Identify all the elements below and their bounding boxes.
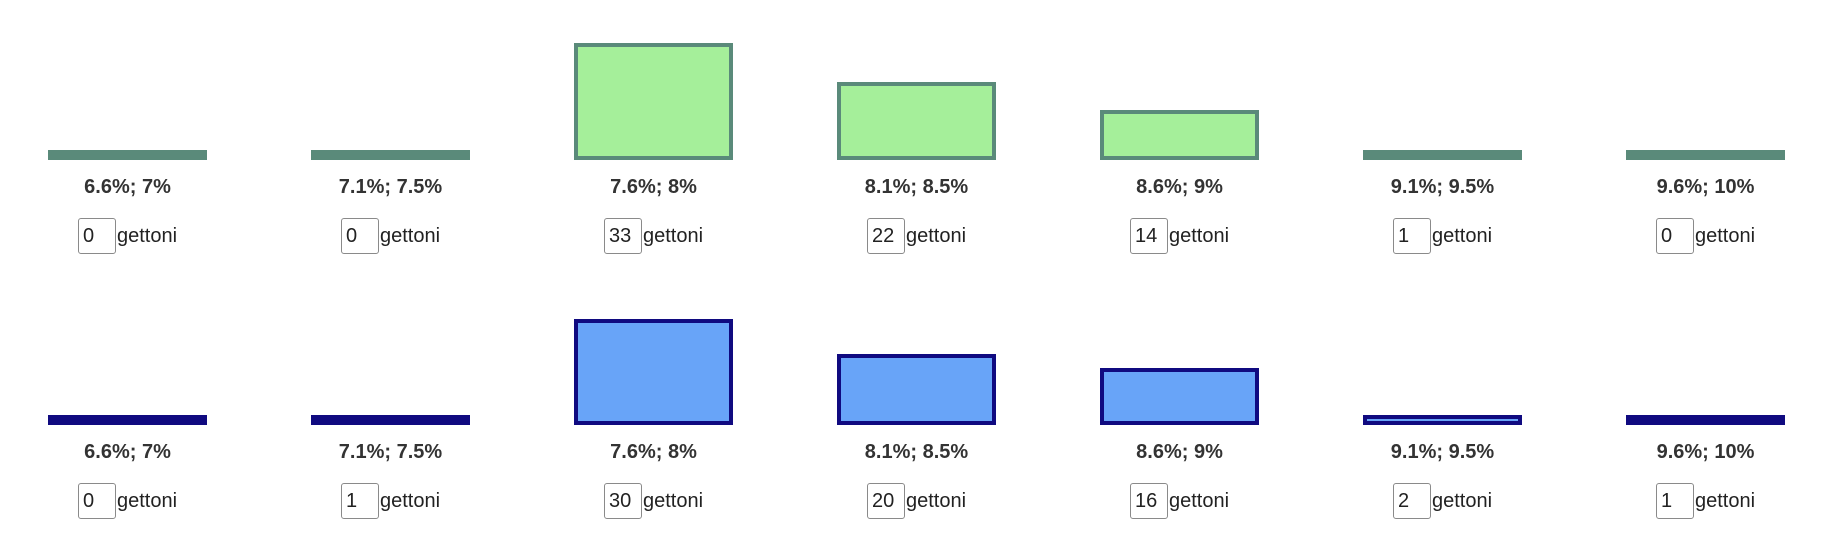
bin-range-label: 7.1%; 7.5% — [338, 441, 443, 463]
token-entry: gettoni — [604, 218, 744, 254]
histogram-bar — [574, 319, 733, 425]
token-unit-label: gettoni — [906, 224, 967, 247]
token-entry: gettoni — [341, 218, 481, 254]
token-unit-label: gettoni — [380, 224, 441, 247]
token-entry: gettoni — [78, 483, 218, 519]
token-count-input[interactable] — [1393, 483, 1431, 519]
token-count-input[interactable] — [1130, 218, 1168, 254]
bin-range-label: 9.6%; 10% — [1656, 176, 1755, 198]
token-entry: gettoni — [1130, 483, 1270, 519]
token-unit-label: gettoni — [1432, 224, 1493, 247]
token-entry: gettoni — [1393, 218, 1533, 254]
token-entry: gettoni — [1656, 483, 1796, 519]
bin-range-label: 7.6%; 8% — [610, 176, 697, 198]
bin-column: 6.6%; 7% gettoni — [48, 0, 207, 254]
bin-column: 8.1%; 8.5% gettoni — [837, 0, 996, 254]
token-entry: gettoni — [867, 483, 1007, 519]
token-unit-label: gettoni — [1695, 489, 1756, 512]
bin-column: 9.6%; 10% gettoni — [1626, 0, 1785, 254]
bin-column: 9.6%; 10% gettoni — [1626, 265, 1785, 519]
histogram-bar — [574, 43, 733, 160]
bin-range-label: 8.6%; 9% — [1136, 441, 1223, 463]
bin-column: 7.6%; 8% gettoni — [574, 265, 733, 519]
token-count-input[interactable] — [1656, 483, 1694, 519]
token-entry: gettoni — [1130, 218, 1270, 254]
token-entry: gettoni — [1656, 218, 1796, 254]
histogram-bar — [1626, 415, 1785, 425]
token-count-input[interactable] — [1130, 483, 1168, 519]
token-count-input[interactable] — [341, 218, 379, 254]
token-entry: gettoni — [604, 483, 744, 519]
bin-column: 9.1%; 9.5% gettoni — [1363, 265, 1522, 519]
token-count-input[interactable] — [78, 218, 116, 254]
token-count-input[interactable] — [1393, 218, 1431, 254]
token-unit-label: gettoni — [380, 489, 441, 512]
bin-range-label: 8.1%; 8.5% — [864, 176, 969, 198]
bin-column: 9.1%; 9.5% gettoni — [1363, 0, 1522, 254]
token-unit-label: gettoni — [1169, 489, 1230, 512]
token-count-input[interactable] — [604, 483, 642, 519]
token-count-input[interactable] — [867, 483, 905, 519]
bin-range-label: 8.1%; 8.5% — [864, 441, 969, 463]
histogram-bar — [1626, 150, 1785, 160]
bin-column: 8.1%; 8.5% gettoni — [837, 265, 996, 519]
token-entry: gettoni — [1393, 483, 1533, 519]
histogram-bar — [837, 354, 996, 425]
token-entry: gettoni — [341, 483, 481, 519]
token-count-input[interactable] — [1656, 218, 1694, 254]
bin-range-label: 7.6%; 8% — [610, 441, 697, 463]
histogram-bar — [48, 415, 207, 425]
bin-range-label: 8.6%; 9% — [1136, 176, 1223, 198]
token-unit-label: gettoni — [643, 489, 704, 512]
histogram-bar — [48, 150, 207, 160]
token-count-input[interactable] — [78, 483, 116, 519]
histogram-bar — [1363, 150, 1522, 160]
bin-range-label: 9.1%; 9.5% — [1390, 441, 1495, 463]
histogram-bar — [837, 82, 996, 160]
histogram-bar — [311, 415, 470, 425]
token-unit-label: gettoni — [643, 224, 704, 247]
bin-column: 7.6%; 8% gettoni — [574, 0, 733, 254]
histogram-bar — [311, 150, 470, 160]
token-count-input[interactable] — [341, 483, 379, 519]
bin-column: 7.1%; 7.5% gettoni — [311, 0, 470, 254]
token-unit-label: gettoni — [906, 489, 967, 512]
bin-range-label: 7.1%; 7.5% — [338, 176, 443, 198]
bin-range-label: 6.6%; 7% — [84, 441, 171, 463]
histogram-bar — [1100, 110, 1259, 160]
bin-column: 6.6%; 7% gettoni — [48, 265, 207, 519]
token-unit-label: gettoni — [1695, 224, 1756, 247]
token-unit-label: gettoni — [1432, 489, 1493, 512]
bin-range-label: 9.1%; 9.5% — [1390, 176, 1495, 198]
token-unit-label: gettoni — [1169, 224, 1230, 247]
token-unit-label: gettoni — [117, 224, 178, 247]
token-entry: gettoni — [78, 218, 218, 254]
token-count-input[interactable] — [604, 218, 642, 254]
bin-column: 7.1%; 7.5% gettoni — [311, 265, 470, 519]
bin-column: 8.6%; 9% gettoni — [1100, 265, 1259, 519]
bin-range-label: 6.6%; 7% — [84, 176, 171, 198]
token-count-input[interactable] — [867, 218, 905, 254]
token-unit-label: gettoni — [117, 489, 178, 512]
histogram-bar — [1100, 368, 1259, 425]
histogram-bar — [1363, 415, 1522, 425]
bin-range-label: 9.6%; 10% — [1656, 441, 1755, 463]
bin-column: 8.6%; 9% gettoni — [1100, 0, 1259, 254]
token-entry: gettoni — [867, 218, 1007, 254]
